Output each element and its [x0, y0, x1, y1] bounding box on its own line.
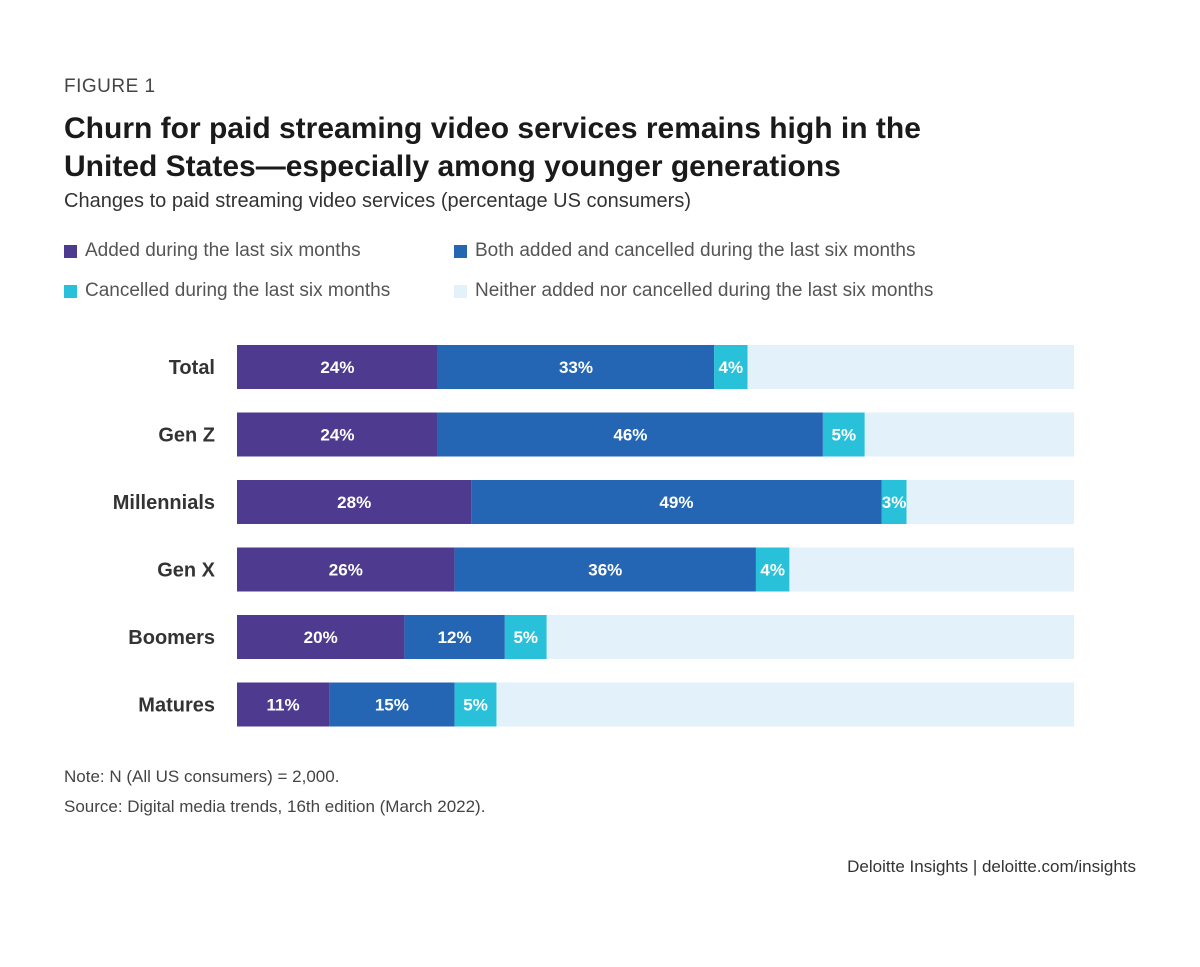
chart-title: Churn for paid streaming video services … — [64, 112, 921, 183]
stacked-bar-chart: Total 24% 33% 4% Gen Z 24% 46% 5% Millennials 28%… — [113, 345, 1075, 727]
data-label: 4% — [760, 561, 785, 580]
bar-segment — [237, 615, 405, 659]
data-label: 12% — [438, 628, 472, 647]
data-label: 5% — [832, 426, 857, 445]
data-label: 36% — [588, 561, 622, 580]
bar-segment — [471, 480, 882, 524]
data-label: 28% — [337, 493, 371, 512]
category-label: Gen X — [157, 560, 215, 582]
data-label: 3% — [882, 493, 907, 512]
bar-segment — [881, 480, 907, 524]
bar-segment — [437, 345, 715, 389]
bar-segment — [454, 682, 497, 727]
bar-segment — [906, 480, 1074, 524]
legend-label-both: Both added and cancelled during the last… — [475, 240, 916, 261]
publisher-credit: Deloitte Insights | deloitte.com/insight… — [847, 857, 1136, 876]
chart-note: Note: N (All US consumers) = 2,000. — [64, 767, 340, 786]
legend-item-added: Added during the last six months — [64, 240, 361, 262]
data-label: 5% — [513, 628, 538, 647]
category-label: Boomers — [128, 627, 215, 649]
bar-segment — [437, 412, 823, 457]
legend-swatch-cancelled — [64, 284, 77, 298]
data-label: 24% — [320, 358, 354, 377]
category-label: Total — [169, 357, 215, 379]
data-label: 46% — [613, 426, 647, 445]
data-label: 20% — [304, 628, 338, 647]
bar-segment — [546, 615, 1074, 659]
legend-item-both: Both added and cancelled during the last… — [454, 240, 915, 262]
legend-swatch-neither — [454, 284, 467, 298]
data-label: 5% — [463, 696, 488, 715]
chart-subtitle: Changes to paid streaming video services… — [64, 190, 691, 212]
legend-item-neither: Neither added nor cancelled during the l… — [454, 280, 933, 302]
data-label: 4% — [719, 358, 744, 377]
chart-source: Source: Digital media trends, 16th editi… — [64, 797, 486, 816]
bar-segment — [329, 682, 455, 727]
bar-segment — [237, 682, 330, 727]
bar-segment — [496, 682, 1075, 727]
bar-segment — [237, 345, 438, 389]
category-label: Millennials — [113, 492, 215, 514]
bar-segment — [714, 345, 748, 389]
legend-item-cancelled: Cancelled during the last six months — [64, 280, 390, 302]
bar-segment — [864, 412, 1074, 457]
legend-swatch-added — [64, 244, 77, 258]
bar-segment — [237, 412, 438, 457]
legend-label-cancelled: Cancelled during the last six months — [85, 280, 391, 301]
legend-swatch-both — [454, 244, 467, 258]
bar-segment — [237, 480, 472, 524]
legend-label-added: Added during the last six months — [85, 240, 361, 261]
category-label: Gen Z — [158, 425, 215, 447]
data-label: 15% — [375, 696, 409, 715]
bar-segment — [404, 615, 505, 659]
data-label: 33% — [559, 358, 593, 377]
data-label: 49% — [659, 493, 693, 512]
category-label: Matures — [138, 695, 215, 717]
bar-segment — [454, 547, 756, 592]
bar-segment — [504, 615, 547, 659]
bar-segment — [755, 547, 790, 592]
legend-label-neither: Neither added nor cancelled during the l… — [475, 280, 934, 301]
data-label: 24% — [320, 426, 354, 445]
figure-label: FIGURE 1 — [64, 76, 156, 97]
data-label: 11% — [266, 696, 299, 715]
bar-segment — [822, 412, 865, 457]
data-label: 26% — [329, 561, 363, 580]
bar-segment — [747, 345, 1074, 389]
bar-segment — [789, 547, 1074, 592]
bar-segment — [237, 547, 455, 592]
